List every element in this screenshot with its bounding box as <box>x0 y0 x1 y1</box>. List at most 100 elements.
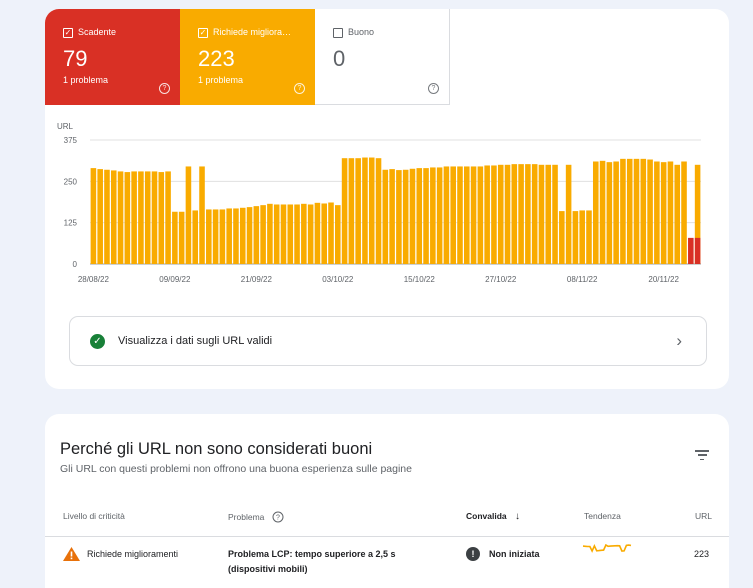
bar-needs-improvement <box>246 207 253 264</box>
x-tick-label: 21/09/22 <box>241 275 273 284</box>
help-icon[interactable]: ? <box>428 83 439 94</box>
y-axis-label: URL <box>57 122 74 131</box>
bar-needs-improvement <box>368 157 375 264</box>
bar-needs-improvement <box>504 164 511 264</box>
bar-needs-improvement <box>559 211 565 264</box>
bar-needs-improvement <box>470 166 477 264</box>
bar-needs-improvement <box>341 158 348 264</box>
bar-needs-improvement <box>409 168 416 264</box>
bar-needs-improvement <box>511 164 518 264</box>
bar-needs-improvement <box>90 168 97 264</box>
x-tick-label: 28/08/22 <box>78 275 110 284</box>
x-tick-label: 20/11/22 <box>648 275 679 284</box>
tile-subtext: 1 problema <box>198 75 244 85</box>
bar-needs-improvement <box>138 171 144 264</box>
bar-needs-improvement <box>348 158 355 264</box>
bar-needs-improvement <box>192 210 199 264</box>
help-icon[interactable]: ? <box>272 511 284 523</box>
bar-needs-improvement <box>572 211 579 264</box>
svg-text:?: ? <box>276 515 280 522</box>
bar-needs-improvement <box>226 208 232 264</box>
help-icon[interactable]: ? <box>159 83 170 94</box>
url-count: 223 <box>694 549 710 559</box>
bar-needs-improvement <box>633 158 640 264</box>
x-tick-label: 09/09/22 <box>159 275 191 284</box>
bar-needs-improvement <box>389 169 395 264</box>
bar-needs-improvement <box>552 164 558 264</box>
y-tick-label: 0 <box>73 260 78 269</box>
bar-needs-improvement <box>626 158 633 264</box>
tile-needs-improvement[interactable]: ✓ Richiede migliora… 223 1 problema ? <box>180 9 315 105</box>
y-tick-label: 125 <box>64 219 78 228</box>
bar-needs-improvement <box>97 169 103 264</box>
column-header-trend[interactable]: Tendenza <box>584 511 621 521</box>
bar-needs-improvement <box>144 171 151 264</box>
issues-card: Perché gli URL non sono considerati buon… <box>45 414 729 588</box>
bar-needs-improvement <box>491 165 497 264</box>
bar-needs-improvement <box>660 162 667 264</box>
bar-needs-improvement <box>592 161 599 264</box>
bar-needs-improvement <box>375 158 382 264</box>
bar-needs-improvement <box>667 161 674 264</box>
bar-needs-improvement <box>294 204 300 264</box>
bar-needs-improvement <box>477 166 484 264</box>
checkbox-checked-icon[interactable]: ✓ <box>63 28 73 38</box>
summary-card: ✓ Scadente 79 1 problema ? ✓ Richiede mi… <box>45 9 729 389</box>
issue-title[interactable]: Problema LCP: tempo superiore a 2,5 s <box>228 549 396 559</box>
bar-needs-improvement <box>647 159 653 264</box>
bar-needs-improvement <box>362 157 368 264</box>
tile-poor[interactable]: ✓ Scadente 79 1 problema ? <box>45 9 180 105</box>
bar-needs-improvement <box>565 164 572 264</box>
bar-needs-improvement <box>199 166 205 264</box>
bar-needs-improvement <box>402 169 409 264</box>
bar-needs-improvement <box>436 167 443 264</box>
bar-needs-improvement <box>328 202 334 264</box>
bar-needs-improvement <box>640 158 647 264</box>
bar-poor <box>694 237 701 264</box>
bar-needs-improvement <box>620 158 626 264</box>
check-circle-icon: ✓ <box>90 334 105 349</box>
bar-needs-improvement <box>674 164 681 264</box>
bar-needs-improvement <box>178 211 185 264</box>
x-tick-label: 08/11/22 <box>567 275 598 284</box>
bar-needs-improvement <box>185 166 192 264</box>
bar-needs-improvement <box>287 204 294 264</box>
bar-needs-improvement <box>497 164 504 264</box>
error-status-icon: ! <box>466 547 480 561</box>
trend-line <box>582 544 632 553</box>
bar-needs-improvement <box>396 170 402 264</box>
view-valid-urls-link[interactable]: ✓ Visualizza i dati sugli URL validi › <box>69 316 707 366</box>
column-header-severity[interactable]: Livello di criticità <box>63 511 125 521</box>
bar-needs-improvement <box>104 169 110 264</box>
tile-label: Richiede migliora… <box>213 27 292 37</box>
filter-icon[interactable] <box>695 450 709 461</box>
bar-needs-improvement <box>450 166 456 264</box>
tile-good[interactable]: Buono 0 ? <box>315 9 450 105</box>
bar-needs-improvement <box>273 204 280 264</box>
column-header-issue[interactable]: Problema ? <box>228 511 284 523</box>
bar-needs-improvement <box>321 203 328 264</box>
bar-needs-improvement <box>518 164 524 264</box>
column-header-validation[interactable]: Convalida ↓ <box>466 511 520 522</box>
column-header-urls[interactable]: URL <box>695 511 713 521</box>
bar-needs-improvement <box>545 164 552 264</box>
bar-needs-improvement <box>335 205 341 264</box>
checkbox-checked-icon[interactable]: ✓ <box>198 28 208 38</box>
tile-label: Scadente <box>78 27 117 37</box>
bar-needs-improvement <box>212 209 219 264</box>
url-bar-chart: URL 0 125 250 375 28/08/22 09/09/22 21/09/22 03/… <box>57 122 701 284</box>
bar-needs-improvement <box>694 164 701 264</box>
x-tick-label: 15/10/22 <box>404 275 436 284</box>
help-icon[interactable]: ? <box>294 83 305 94</box>
y-tick-label: 375 <box>64 136 78 145</box>
tile-value: 223 <box>198 46 235 71</box>
table-row[interactable]: Richiede miglioramenti Problema LCP: tem… <box>45 537 729 587</box>
checkbox-unchecked-icon[interactable] <box>333 28 343 38</box>
bar-needs-improvement <box>158 172 165 264</box>
bar-needs-improvement <box>260 205 266 264</box>
tile-value: 79 <box>63 46 88 71</box>
bar-needs-improvement <box>131 171 137 264</box>
status-tiles: ✓ Scadente 79 1 problema ? ✓ Richiede mi… <box>45 9 450 105</box>
bar-needs-improvement <box>430 167 436 264</box>
bar-needs-improvement <box>314 202 321 264</box>
